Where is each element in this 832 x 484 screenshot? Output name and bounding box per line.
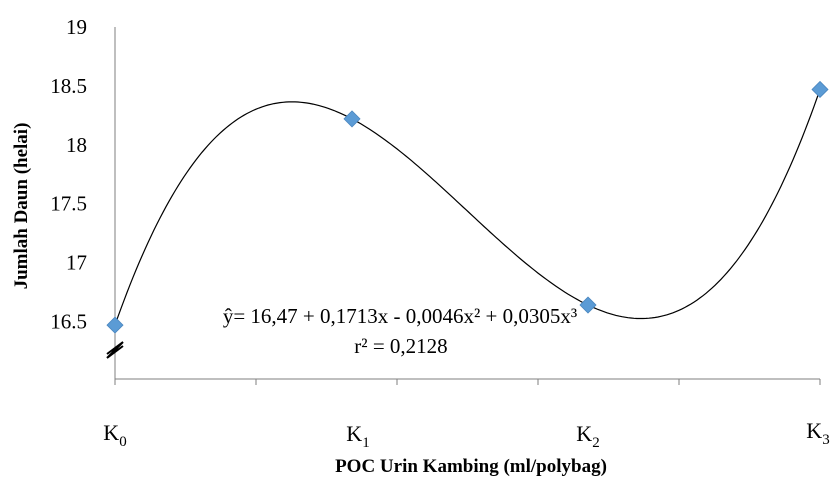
y-tick-label: 16.5 bbox=[50, 310, 87, 334]
data-point-marker bbox=[343, 110, 361, 128]
y-tick-label: 18 bbox=[66, 133, 87, 157]
y-tick-label: 17 bbox=[66, 251, 87, 275]
x-axis-title: POC Urin Kambing (ml/polybag) bbox=[335, 456, 607, 477]
category-labels: K0 K1 K2 K3 bbox=[103, 418, 829, 451]
y-tick-label: 18.5 bbox=[50, 74, 87, 98]
x-category-label: K2 bbox=[576, 421, 599, 451]
x-category-label: K3 bbox=[806, 418, 829, 448]
y-tick-label: 17.5 bbox=[50, 192, 87, 216]
data-point-marker bbox=[579, 296, 597, 314]
data-point-marker bbox=[811, 80, 829, 99]
data-points bbox=[106, 80, 829, 334]
x-ticks bbox=[114, 379, 821, 385]
y-ticks: 16.5 17 17.5 18 18.5 19 bbox=[50, 15, 87, 334]
trendline bbox=[114, 89, 821, 326]
y-tick-label: 19 bbox=[66, 15, 87, 39]
y-axis-title: Jumlah Daun (helai) bbox=[11, 123, 32, 290]
equation-line-2: r² = 0,2128 bbox=[354, 334, 447, 358]
axis-break-icon bbox=[106, 341, 124, 359]
x-category-label: K0 bbox=[103, 420, 126, 450]
data-point-marker bbox=[106, 316, 124, 334]
x-category-label: K1 bbox=[346, 421, 369, 451]
equation-line-1: ŷ= 16,47 + 0,1713x - 0,0046x² + 0,0305x³ bbox=[223, 304, 577, 328]
